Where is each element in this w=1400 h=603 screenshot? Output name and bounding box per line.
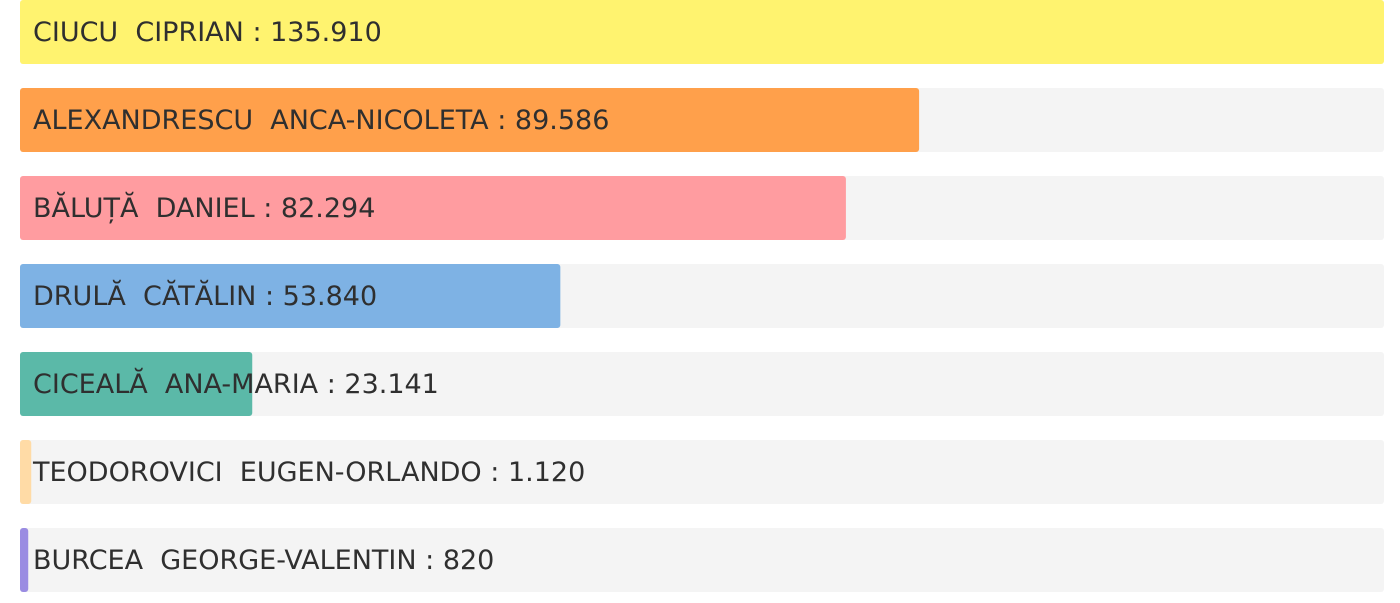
bar-label: TEODOROVICI EUGEN-ORLANDO : 1.120: [32, 457, 585, 488]
value-label: 135.910: [270, 17, 382, 48]
bar: [20, 352, 253, 416]
bar: [20, 528, 29, 592]
bar: [20, 88, 920, 152]
bar-label: BĂLUȚĂ DANIEL : 82.294: [33, 191, 375, 224]
label-separator: :: [482, 457, 508, 488]
bar-label: CICEALĂ ANA-MARIA : 23.141: [33, 367, 439, 400]
candidate-name: CICEALĂ ANA-MARIA: [33, 367, 319, 400]
candidate-name: TEODOROVICI EUGEN-ORLANDO: [32, 457, 482, 488]
bar: [20, 0, 1384, 64]
candidate-name: DRULĂ CĂTĂLIN: [33, 279, 256, 312]
bar: [20, 440, 32, 504]
bar-label: DRULĂ CĂTĂLIN : 53.840: [33, 279, 377, 312]
value-label: 820: [443, 545, 495, 576]
value-label: 89.586: [515, 105, 609, 136]
bar: [20, 176, 846, 240]
label-separator: :: [255, 193, 281, 224]
bar-label: ALEXANDRESCU ANCA-NICOLETA : 89.586: [33, 105, 609, 136]
label-separator: :: [489, 105, 515, 136]
bar-label: BURCEA GEORGE-VALENTIN : 820: [33, 545, 494, 576]
label-separator: :: [244, 17, 270, 48]
value-label: 82.294: [281, 193, 375, 224]
label-separator: :: [256, 281, 282, 312]
value-label: 1.120: [508, 457, 585, 488]
candidate-name: BURCEA GEORGE-VALENTIN: [33, 545, 417, 576]
candidate-name: ALEXANDRESCU ANCA-NICOLETA: [33, 105, 489, 136]
value-label: 23.141: [344, 369, 438, 400]
bar-track: [20, 440, 1384, 504]
bar-label: CIUCU CIPRIAN : 135.910: [33, 17, 382, 48]
bar-track: [20, 528, 1384, 592]
bar: [20, 264, 561, 328]
label-separator: :: [318, 369, 344, 400]
candidate-name: CIUCU CIPRIAN: [33, 17, 244, 48]
bar-track: [20, 352, 1384, 416]
candidate-name: BĂLUȚĂ DANIEL: [33, 191, 255, 224]
value-label: 53.840: [283, 281, 377, 312]
label-separator: :: [417, 545, 443, 576]
